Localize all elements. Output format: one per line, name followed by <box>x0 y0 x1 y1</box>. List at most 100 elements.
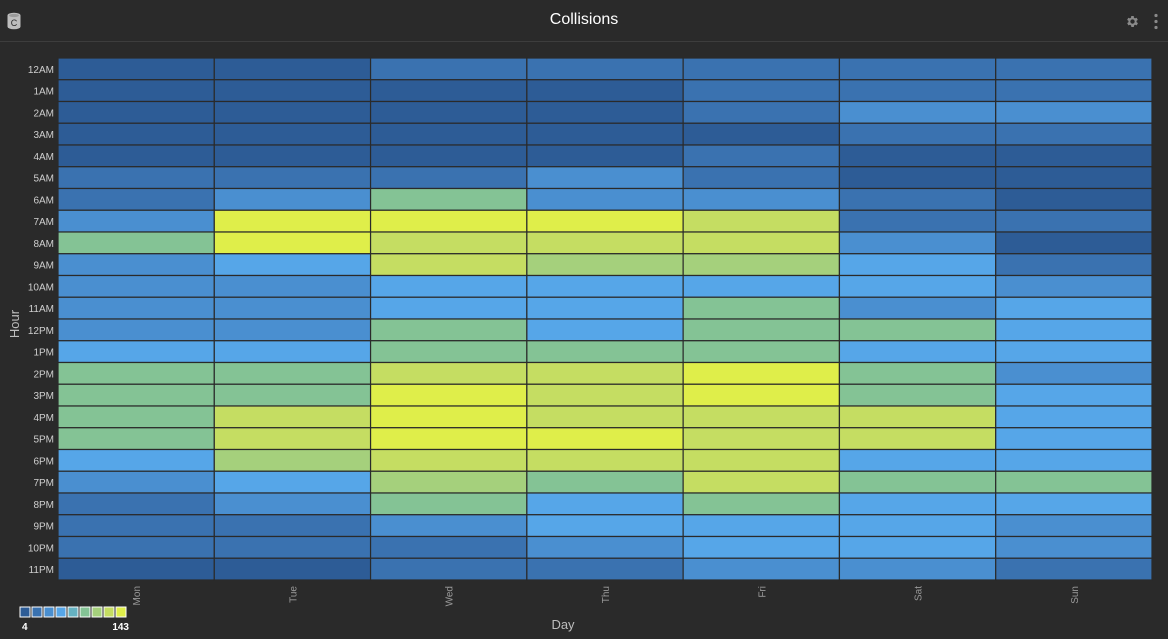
heatmap-cell[interactable] <box>838 296 997 320</box>
heatmap-cell[interactable] <box>369 122 528 146</box>
heatmap-cell[interactable] <box>369 187 528 211</box>
heatmap-cell[interactable] <box>526 231 684 255</box>
heatmap-cell[interactable] <box>369 296 528 320</box>
heatmap-cell[interactable] <box>57 448 215 472</box>
heatmap-cell[interactable] <box>213 361 372 385</box>
heatmap-cell[interactable] <box>526 296 684 320</box>
heatmap-cell[interactable] <box>57 253 215 277</box>
heatmap-cell[interactable] <box>369 448 528 472</box>
heatmap-cell[interactable] <box>838 166 997 190</box>
heatmap-cell[interactable] <box>526 79 684 103</box>
heatmap-cell[interactable] <box>995 100 1153 124</box>
heatmap-cell[interactable] <box>57 296 215 320</box>
heatmap-cell[interactable] <box>838 492 997 516</box>
heatmap-cell[interactable] <box>213 514 372 538</box>
heatmap-cell[interactable] <box>526 535 684 559</box>
heatmap-cell[interactable] <box>369 253 528 277</box>
heatmap-cell[interactable] <box>526 557 684 581</box>
heatmap-cell[interactable] <box>682 187 841 211</box>
heatmap-cell[interactable] <box>682 340 841 364</box>
heatmap-cell[interactable] <box>995 557 1153 581</box>
heatmap-cell[interactable] <box>526 514 684 538</box>
heatmap-cell[interactable] <box>369 100 528 124</box>
heatmap-cell[interactable] <box>682 557 841 581</box>
heatmap-cell[interactable] <box>838 100 997 124</box>
heatmap-cell[interactable] <box>526 361 684 385</box>
heatmap-cell[interactable] <box>682 427 841 451</box>
heatmap-cell[interactable] <box>526 340 684 364</box>
heatmap-cell[interactable] <box>995 405 1153 429</box>
heatmap-cell[interactable] <box>213 144 372 168</box>
heatmap-cell[interactable] <box>213 100 372 124</box>
heatmap-cell[interactable] <box>57 100 215 124</box>
heatmap-cell[interactable] <box>838 514 997 538</box>
heatmap-cell[interactable] <box>995 340 1153 364</box>
heatmap-cell[interactable] <box>995 383 1153 407</box>
heatmap-cell[interactable] <box>57 557 215 581</box>
heatmap-cell[interactable] <box>213 296 372 320</box>
heatmap-cell[interactable] <box>682 209 841 233</box>
heatmap-cell[interactable] <box>369 427 528 451</box>
heatmap-cell[interactable] <box>995 144 1153 168</box>
heatmap-cell[interactable] <box>838 448 997 472</box>
heatmap-cell[interactable] <box>838 383 997 407</box>
heatmap-cell[interactable] <box>213 231 372 255</box>
heatmap-cell[interactable] <box>369 492 528 516</box>
heatmap-cell[interactable] <box>838 470 997 494</box>
heatmap-cell[interactable] <box>213 253 372 277</box>
heatmap-cell[interactable] <box>682 318 841 342</box>
heatmap-cell[interactable] <box>369 383 528 407</box>
heatmap-cell[interactable] <box>213 535 372 559</box>
heatmap-cell[interactable] <box>682 405 841 429</box>
heatmap-cell[interactable] <box>57 209 215 233</box>
heatmap-cell[interactable] <box>369 318 528 342</box>
heatmap-cell[interactable] <box>213 492 372 516</box>
heatmap-cell[interactable] <box>213 209 372 233</box>
heatmap-cell[interactable] <box>369 340 528 364</box>
heatmap-cell[interactable] <box>526 144 684 168</box>
heatmap-cell[interactable] <box>682 296 841 320</box>
heatmap-cell[interactable] <box>57 535 215 559</box>
heatmap-cell[interactable] <box>995 535 1153 559</box>
heatmap-cell[interactable] <box>682 274 841 298</box>
heatmap-cell[interactable] <box>369 231 528 255</box>
heatmap-cell[interactable] <box>682 253 841 277</box>
heatmap-cell[interactable] <box>213 340 372 364</box>
heatmap-cell[interactable] <box>57 57 215 81</box>
heatmap-cell[interactable] <box>526 274 684 298</box>
heatmap-cell[interactable] <box>57 405 215 429</box>
heatmap-cell[interactable] <box>369 535 528 559</box>
heatmap-cell[interactable] <box>526 57 684 81</box>
heatmap-cell[interactable] <box>526 448 684 472</box>
heatmap-cell[interactable] <box>995 492 1153 516</box>
heatmap-cell[interactable] <box>526 383 684 407</box>
heatmap-cell[interactable] <box>213 383 372 407</box>
heatmap-cell[interactable] <box>995 448 1153 472</box>
heatmap-cell[interactable] <box>57 122 215 146</box>
heatmap-cell[interactable] <box>682 448 841 472</box>
heatmap-cell[interactable] <box>213 448 372 472</box>
heatmap-cell[interactable] <box>995 166 1153 190</box>
heatmap-cell[interactable] <box>995 209 1153 233</box>
heatmap-cell[interactable] <box>57 79 215 103</box>
heatmap-cell[interactable] <box>526 166 684 190</box>
heatmap-cell[interactable] <box>369 514 528 538</box>
heatmap-cell[interactable] <box>838 340 997 364</box>
heatmap-cell[interactable] <box>995 57 1153 81</box>
heatmap-cell[interactable] <box>57 514 215 538</box>
heatmap-cell[interactable] <box>995 514 1153 538</box>
heatmap-cell[interactable] <box>57 187 215 211</box>
database-icon[interactable]: C <box>7 12 21 30</box>
heatmap-cell[interactable] <box>369 57 528 81</box>
heatmap-cell[interactable] <box>995 231 1153 255</box>
heatmap-cell[interactable] <box>838 79 997 103</box>
heatmap-cell[interactable] <box>369 144 528 168</box>
heatmap-cell[interactable] <box>838 535 997 559</box>
heatmap-cell[interactable] <box>57 318 215 342</box>
heatmap-cell[interactable] <box>369 209 528 233</box>
heatmap-cell[interactable] <box>57 361 215 385</box>
heatmap-cell[interactable] <box>995 296 1153 320</box>
heatmap-cell[interactable] <box>838 122 997 146</box>
heatmap-cell[interactable] <box>57 274 215 298</box>
heatmap-cell[interactable] <box>838 144 997 168</box>
